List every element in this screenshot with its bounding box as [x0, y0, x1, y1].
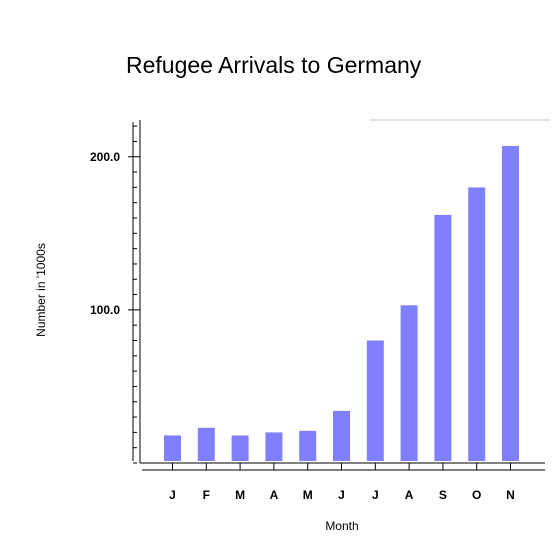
x-tick-label-4: M [303, 488, 313, 502]
bar-7 [400, 305, 418, 461]
y-minor-ticks [133, 125, 137, 464]
bar-8 [434, 214, 452, 461]
bar-0 [164, 435, 181, 461]
bar-2 [231, 435, 249, 461]
bar-10 [502, 146, 519, 461]
bar-5 [333, 410, 350, 461]
y-tick-label-1: 200.0 [90, 150, 120, 164]
y-tick-label-0: 100.0 [90, 303, 120, 317]
x-tick-label-3: A [270, 488, 279, 502]
bar-4 [299, 430, 317, 461]
bar-3 [265, 432, 283, 461]
x-tick-label-10: N [506, 488, 515, 502]
chart-title: Refugee Arrivals to Germany [126, 52, 422, 78]
x-tick-label-2: M [235, 488, 245, 502]
y-axis-label: Number in '1000s [34, 243, 48, 337]
bar-6 [366, 340, 384, 461]
x-tick-label-8: S [439, 488, 447, 502]
x-tick-label-9: O [472, 488, 481, 502]
y-ticks: 100.0 200.0 [90, 150, 140, 317]
x-tick-label-6: J [372, 488, 379, 502]
x-tick-label-0: J [169, 488, 176, 502]
x-axis-label: Month [325, 519, 358, 533]
bars [164, 146, 519, 461]
x-tick-label-5: J [338, 488, 345, 502]
x-tick-label-7: A [405, 488, 414, 502]
bar-9 [468, 187, 486, 461]
x-tick-label-1: F [203, 488, 210, 502]
bar-1 [197, 427, 215, 461]
